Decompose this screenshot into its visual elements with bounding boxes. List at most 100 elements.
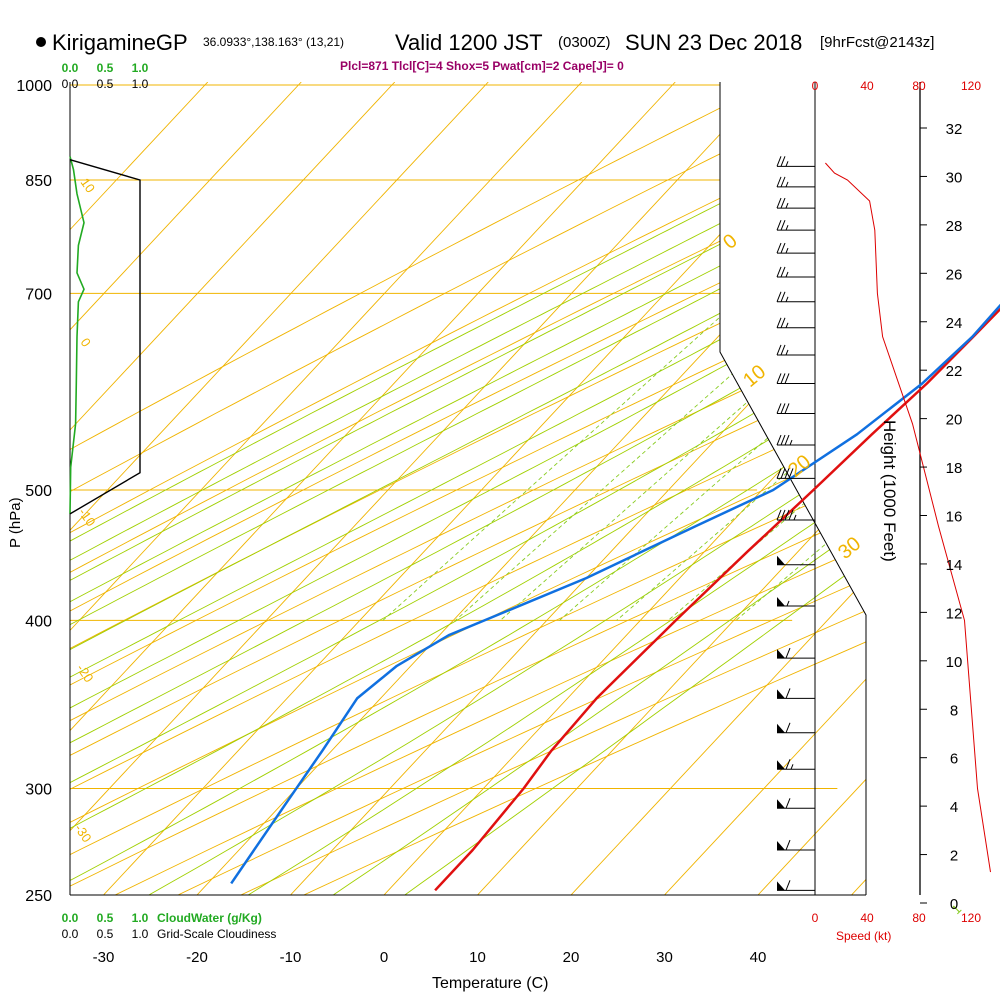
wind-barb-flag — [780, 403, 786, 414]
moist-adiabat-label: 20 — [784, 451, 815, 482]
wind-barb-flag — [780, 266, 786, 278]
profiles — [69, 156, 1000, 892]
height-tick-label: 16 — [946, 509, 963, 526]
wind-barb — [777, 722, 815, 734]
wind-barb-pennant — [777, 689, 785, 699]
wind-barb-half — [789, 439, 793, 446]
cloudwater-tick-bottom: 0.5 — [97, 911, 114, 925]
wind-barb-flag — [776, 197, 782, 209]
wind-barb-flag — [776, 434, 782, 446]
right-boundary-line — [719, 82, 867, 895]
height-tick-label: 10 — [946, 654, 963, 671]
wind-barb-half — [786, 600, 790, 607]
wind-barb-half — [785, 224, 789, 231]
wind-barb — [777, 759, 815, 770]
dry-adiabat-line — [70, 82, 866, 895]
dry-adiabat-line — [252, 82, 866, 895]
wind-barb-pennant — [777, 649, 785, 659]
wind-barb-flag — [776, 266, 782, 278]
height-tick-label: 28 — [946, 218, 963, 235]
wind-barb — [777, 555, 815, 566]
height-tick-label: 32 — [946, 121, 963, 138]
cloudwater-label: CloudWater (g/Kg) — [157, 911, 262, 925]
wind-barb-pennant — [777, 555, 785, 565]
isotherm-line — [103, 82, 863, 895]
speed-tick-top: 80 — [912, 79, 926, 93]
temperature-tick-label: 30 — [656, 949, 673, 966]
dry-adiabat-line — [70, 82, 866, 895]
height-axis-label: Height (1000 Feet) — [880, 420, 899, 562]
wind-barb-flag — [785, 839, 791, 851]
wind-barb-flag — [785, 880, 791, 891]
moist-adiabat-line — [247, 84, 866, 895]
dry-adiabat-line — [70, 82, 824, 895]
temperature-tick-label: 10 — [469, 949, 486, 966]
moist-adiabat-line — [332, 84, 866, 895]
valid-utc: (0300Z) — [558, 34, 611, 51]
cloudiness-tick-bottom: 0.5 — [97, 927, 114, 941]
cloudwater-tick-top: 0.5 — [97, 61, 114, 75]
height-tick-label: 12 — [946, 605, 963, 622]
wind-barb-flag — [776, 403, 782, 414]
wind-barb — [777, 798, 815, 809]
temperature-tick-label: 20 — [563, 949, 580, 966]
wind-barb-flag — [776, 176, 782, 188]
wind-barb-flag — [780, 176, 786, 188]
pressure-tick-label: 850 — [25, 173, 52, 190]
mixing-ratio-line — [667, 84, 866, 621]
y-axis-label: P (hPa) — [7, 497, 24, 548]
wind-barb-flag — [776, 156, 782, 167]
wind-barb — [776, 509, 815, 521]
dry-adiabat-line — [70, 82, 866, 895]
wind-barb-flag — [776, 219, 782, 231]
cloudiness-tick-bottom: 1.0 — [132, 927, 149, 941]
wind-barb-flag — [784, 509, 790, 521]
wind-barb-flag — [776, 291, 782, 302]
wind-barb — [776, 344, 815, 356]
wind-barb-flag — [780, 509, 786, 521]
wind-barb-half — [785, 247, 789, 254]
height-tick-label: 26 — [946, 266, 963, 283]
station-name: KirigamineGP — [52, 30, 188, 55]
wind-barb — [777, 839, 815, 851]
isotherm-line — [383, 82, 866, 895]
wind-barb-flag — [780, 434, 786, 446]
isotherm-line — [290, 82, 866, 895]
wind-barb-half — [785, 296, 789, 302]
mixing-ratio-line — [735, 84, 866, 621]
height-tick-label: 22 — [946, 363, 963, 380]
x-axis-label: Temperature (C) — [432, 975, 548, 992]
wind-barb-flag — [780, 291, 786, 302]
dry-adiabat-line — [70, 82, 866, 895]
thermodynamic-lines — [70, 82, 1000, 895]
cloudiness-tick-top: 1.0 — [132, 77, 149, 91]
dry-adiabat-label: 0 — [78, 335, 94, 350]
wind-barb — [776, 403, 815, 414]
height-tick-label: 8 — [950, 702, 958, 719]
wind-barb-flag — [780, 156, 786, 167]
wind-barb-flag — [788, 509, 794, 521]
wind-barb — [776, 266, 815, 278]
isotherm-line — [945, 82, 1000, 895]
wind-barb-flag — [776, 509, 782, 521]
height-tick-label: 6 — [950, 751, 958, 768]
pressure-tick-label: 1000 — [16, 78, 52, 95]
moist-adiabat-line — [404, 84, 866, 895]
wind-barb — [776, 468, 815, 479]
valid-time: Valid 1200 JST — [395, 30, 543, 55]
height-tick-label: 24 — [946, 315, 963, 332]
wind-barb-pennant — [777, 723, 785, 733]
wind-barb — [777, 880, 815, 891]
wind-barb-flag — [776, 373, 782, 384]
wind-panel — [776, 156, 991, 891]
wind-barb — [776, 434, 815, 446]
wind-barb-pennant — [777, 760, 785, 770]
dry-adiabat-line — [70, 82, 866, 895]
wind-barb — [776, 156, 815, 167]
wind-barb-flag — [784, 468, 790, 479]
cloudiness-profile — [69, 159, 141, 515]
temperature-tick-label: 40 — [750, 949, 767, 966]
moist-adiabat-line — [70, 84, 866, 895]
wind-barb — [776, 176, 815, 188]
